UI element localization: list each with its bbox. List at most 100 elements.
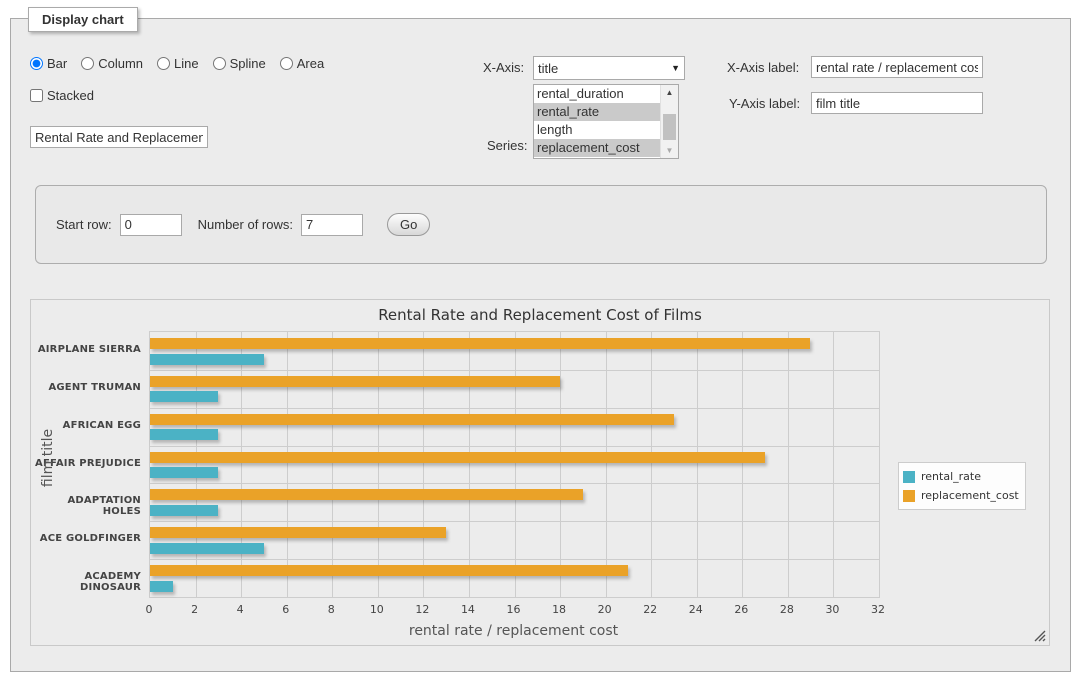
series-option-rental_duration[interactable]: rental_duration (534, 85, 660, 103)
row-range-panel: Start row: Number of rows: Go (35, 185, 1047, 264)
radio-bar-input[interactable] (30, 57, 43, 70)
category-label: AGENT TRUMAN (31, 382, 141, 393)
gridline-horizontal (150, 370, 879, 371)
bar-rental-rate (150, 429, 218, 440)
gridline-horizontal (150, 559, 879, 560)
radio-area[interactable]: Area (280, 56, 324, 71)
x-axis-select[interactable]: title ▼ (533, 56, 685, 80)
x-axis-label-caption: X-Axis label: (727, 60, 799, 75)
gridline-vertical (196, 332, 197, 597)
legend-label: rental_rate (921, 470, 981, 483)
go-button[interactable]: Go (387, 213, 430, 236)
gridline-vertical (469, 332, 470, 597)
stacked-checkbox[interactable] (30, 89, 43, 102)
series-option-rental_rate[interactable]: rental_rate (534, 103, 660, 121)
bar-rental-rate (150, 391, 218, 402)
bar-rental-rate (150, 505, 218, 516)
series-option-length[interactable]: length (534, 121, 660, 139)
gridline-vertical (241, 332, 242, 597)
chart-container: Rental Rate and Replacement Cost of Film… (30, 299, 1050, 646)
gridline-horizontal (150, 446, 879, 447)
scroll-up-icon[interactable]: ▲ (661, 85, 678, 100)
radio-area-input[interactable] (280, 57, 293, 70)
radio-spline-input[interactable] (213, 57, 226, 70)
bar-replacement-cost (150, 338, 810, 349)
num-rows-input[interactable] (301, 214, 363, 236)
bar-replacement-cost (150, 376, 560, 387)
gridline-horizontal (150, 408, 879, 409)
chart-title: Rental Rate and Replacement Cost of Film… (31, 306, 1049, 324)
y-axis-label-input[interactable] (811, 92, 983, 114)
series-scrollbar[interactable]: ▲ ▼ (660, 85, 678, 158)
bar-replacement-cost (150, 527, 446, 538)
chart-title-input[interactable] (30, 126, 208, 148)
x-tick-label: 6 (266, 603, 306, 616)
y-axis-title: film title (40, 403, 56, 513)
gridline-vertical (833, 332, 834, 597)
gridline-vertical (332, 332, 333, 597)
x-tick-label: 12 (402, 603, 442, 616)
legend-label: replacement_cost (921, 489, 1019, 502)
x-tick-label: 8 (311, 603, 351, 616)
stacked-checkbox-item[interactable]: Stacked (30, 88, 94, 103)
gridline-vertical (378, 332, 379, 597)
gridline-vertical (742, 332, 743, 597)
series-listbox[interactable]: rental_durationrental_ratelengthreplacem… (533, 84, 679, 159)
x-axis-title: rental rate / replacement cost (149, 623, 878, 639)
gridline-vertical (697, 332, 698, 597)
radio-bar[interactable]: Bar (30, 56, 67, 71)
radio-column-label: Column (98, 56, 143, 71)
radio-spline-label: Spline (230, 56, 266, 71)
start-row-label: Start row: (56, 217, 112, 232)
select-dropdown-arrow-icon: ▼ (671, 63, 680, 73)
gridline-horizontal (150, 521, 879, 522)
gridline-vertical (423, 332, 424, 597)
radio-column[interactable]: Column (81, 56, 143, 71)
bar-rental-rate (150, 543, 264, 554)
series-listbox-options: rental_durationrental_ratelengthreplacem… (534, 85, 660, 158)
x-axis-selected-value: title (538, 61, 558, 76)
chart-legend: rental_rate replacement_cost (898, 462, 1026, 510)
category-label: AIRPLANE SIERRA (31, 344, 141, 355)
x-tick-label: 16 (494, 603, 534, 616)
gridline-vertical (788, 332, 789, 597)
scroll-down-icon[interactable]: ▼ (661, 143, 678, 158)
x-tick-label: 32 (858, 603, 898, 616)
x-tick-label: 28 (767, 603, 807, 616)
radio-line-label: Line (174, 56, 199, 71)
x-tick-label: 2 (175, 603, 215, 616)
x-tick-label: 20 (585, 603, 625, 616)
legend-entry: replacement_cost (903, 486, 1019, 505)
gridline-horizontal (150, 483, 879, 484)
x-tick-label: 24 (676, 603, 716, 616)
gridline-vertical (287, 332, 288, 597)
x-tick-label: 18 (539, 603, 579, 616)
gridline-vertical (560, 332, 561, 597)
bar-rental-rate (150, 354, 264, 365)
resize-handle-icon[interactable] (1034, 630, 1046, 642)
x-tick-label: 26 (721, 603, 761, 616)
radio-spline[interactable]: Spline (213, 56, 266, 71)
scrollbar-thumb[interactable] (663, 114, 676, 140)
legend-swatch (903, 490, 915, 502)
gridline-vertical (606, 332, 607, 597)
bar-replacement-cost (150, 489, 583, 500)
chart-type-radio-group: Bar Column Line Spline Area (30, 56, 324, 71)
bar-rental-rate (150, 581, 173, 592)
x-tick-label: 30 (812, 603, 852, 616)
radio-line-input[interactable] (157, 57, 170, 70)
plot-area (149, 331, 880, 598)
panel-title: Display chart (28, 7, 138, 32)
x-tick-label: 14 (448, 603, 488, 616)
series-option-replacement_cost[interactable]: replacement_cost (534, 139, 660, 157)
bar-replacement-cost (150, 565, 628, 576)
x-axis-label-input[interactable] (811, 56, 983, 78)
bar-rental-rate (150, 467, 218, 478)
start-row-input[interactable] (120, 214, 182, 236)
x-tick-label: 22 (630, 603, 670, 616)
x-tick-label: 10 (357, 603, 397, 616)
bar-replacement-cost (150, 452, 765, 463)
radio-line[interactable]: Line (157, 56, 199, 71)
radio-column-input[interactable] (81, 57, 94, 70)
legend-swatch (903, 471, 915, 483)
